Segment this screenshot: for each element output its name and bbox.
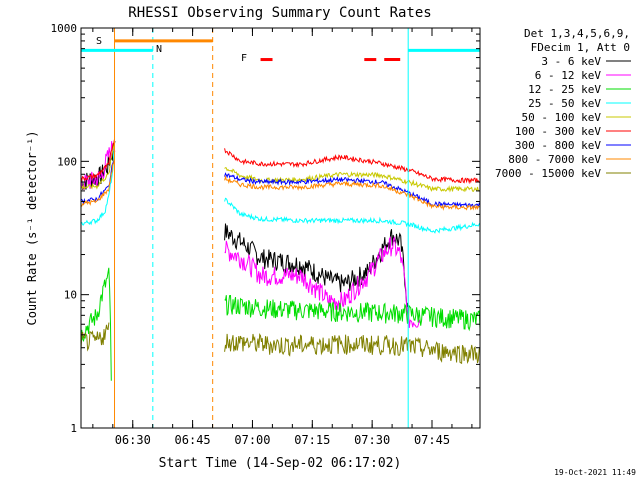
series-line-5-b: [224, 148, 481, 185]
x-axis-title: Start Time (14-Sep-02 06:17:02): [159, 456, 402, 471]
series-line-1-a: [80, 141, 116, 191]
footer-timestamp: 19-Oct-2021 11:49: [554, 468, 636, 477]
legend-label-3: 25 - 50 keV: [528, 97, 601, 110]
y-tick-label-1: 10: [64, 289, 77, 302]
legend-label-8: 7000 - 15000 keV: [495, 167, 601, 180]
flag-label-n: N: [156, 44, 162, 55]
series-line-3-a: [80, 146, 115, 226]
legend-label-4: 50 - 100 keV: [522, 111, 602, 124]
legend: Det 1,3,4,5,6,9,FDecim 1, Att 03 - 6 keV…: [495, 27, 631, 180]
series-line-4-a: [80, 143, 115, 190]
series-line-5-a: [80, 139, 115, 182]
x-tick-label-0: 06:30: [115, 433, 151, 447]
y-tick-label-0: 1: [70, 422, 77, 435]
series-line-6-b: [224, 172, 481, 209]
x-tick-label-4: 07:30: [354, 433, 390, 447]
legend-header-0: Det 1,3,4,5,6,9,: [524, 27, 630, 40]
x-tick-label-3: 07:15: [294, 433, 330, 447]
legend-label-5: 100 - 300 keV: [515, 125, 601, 138]
flag-label-s: S: [96, 36, 102, 47]
plot-frame: [80, 27, 481, 429]
series-line-7-b: [224, 174, 481, 211]
flag-label-f: F: [241, 53, 247, 64]
marker-layer: S N F: [81, 28, 481, 428]
x-tick-label-1: 06:45: [175, 433, 211, 447]
y-tick-label-3: 1000: [51, 22, 78, 35]
series-line-1-b: [224, 235, 421, 329]
series-line-3-b: [224, 197, 481, 234]
axis-layer: 1 10 100 1000 06:30 06:45 07:00 07:15 07:30 07:45: [51, 22, 480, 447]
legend-label-1: 6 - 12 keV: [535, 69, 602, 82]
series-line-2-b: [224, 294, 481, 332]
y-tick-label-2: 100: [57, 155, 77, 168]
legend-header-1: FDecim 1, Att 0: [531, 41, 630, 54]
series-line-8-a: [80, 322, 110, 352]
chart-title: RHESSI Observing Summary Count Rates: [128, 5, 431, 21]
legend-label-0: 3 - 6 keV: [541, 55, 601, 68]
series-line-8-b: [224, 332, 481, 365]
x-tick-label-5: 07:45: [414, 433, 450, 447]
legend-label-2: 12 - 25 keV: [528, 83, 601, 96]
x-tick-label-2: 07:00: [234, 433, 270, 447]
series-line-7-a: [80, 156, 115, 207]
series-layer: [80, 139, 481, 381]
series-line-2-a: [80, 267, 112, 381]
y-axis-title: Count Rate (s⁻¹ detector⁻¹): [25, 130, 39, 325]
legend-label-7: 800 - 7000 keV: [508, 153, 601, 166]
series-line-4-b: [224, 167, 481, 193]
legend-label-6: 300 - 800 keV: [515, 139, 601, 152]
